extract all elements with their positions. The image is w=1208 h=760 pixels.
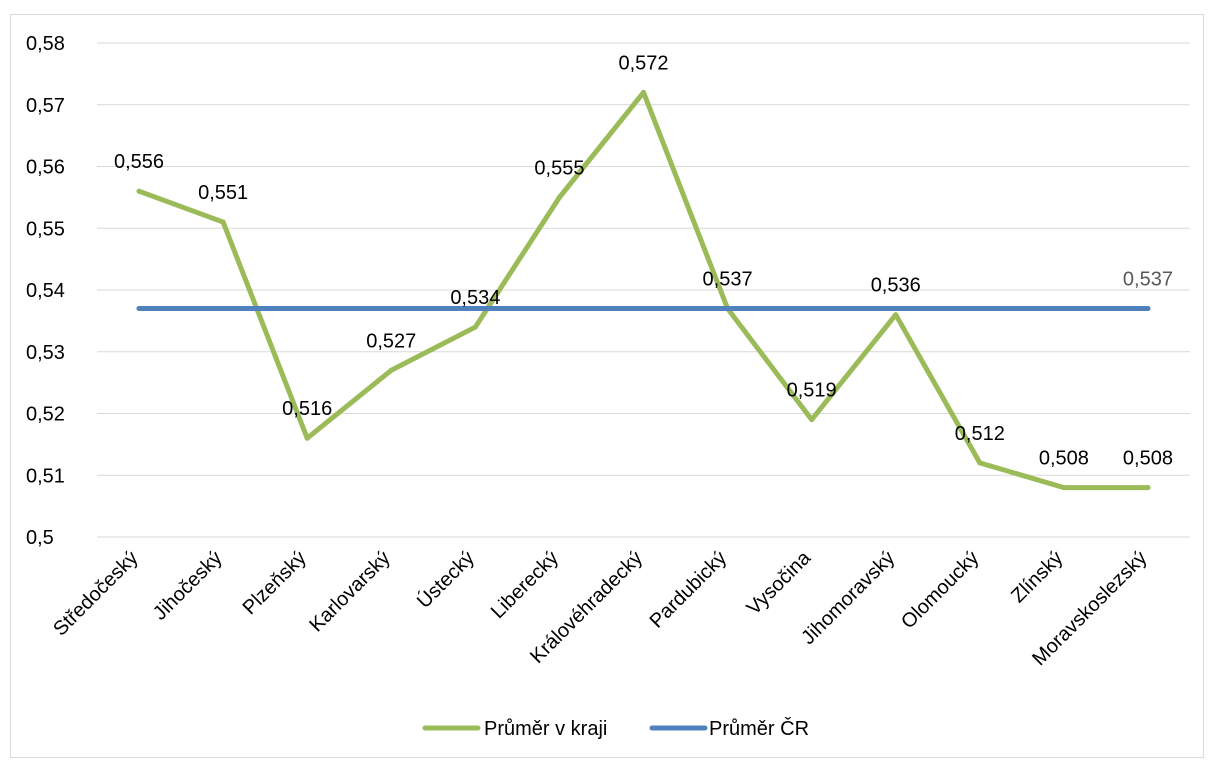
data-point (304, 435, 310, 441)
data-point (220, 306, 226, 312)
data-label: 0,537 (703, 269, 753, 291)
data-point (893, 312, 899, 318)
x-tick-label: Jihočeský (149, 547, 227, 625)
data-label: 0,508 (1123, 448, 1173, 470)
y-tick-label: 0,55 (26, 218, 65, 240)
x-tick-label: Vysočina (743, 546, 816, 619)
data-point (809, 306, 815, 312)
y-tick-label: 0,5 (26, 527, 54, 549)
data-label: 0,527 (366, 330, 416, 352)
data-label: 0,512 (955, 423, 1005, 445)
data-point (388, 367, 394, 373)
y-tick-label: 0,58 (26, 33, 65, 55)
y-tick-label: 0,53 (26, 342, 65, 364)
data-point (388, 306, 394, 312)
data-point (1145, 485, 1151, 491)
data-point (472, 324, 478, 330)
data-point (725, 306, 731, 312)
legend-item-prumer-cr: Průměr ČR (649, 717, 809, 740)
data-point (893, 306, 899, 312)
data-label-cr: 0,537 (1123, 269, 1173, 291)
data-point (556, 194, 562, 200)
data-point (809, 417, 815, 423)
x-tick-label: Liberecký (487, 547, 563, 623)
data-point (977, 460, 983, 466)
data-label: 0,551 (198, 182, 248, 204)
data-point (304, 306, 310, 312)
data-label: 0,519 (787, 380, 837, 402)
data-point (1061, 306, 1067, 312)
x-tick-label: Pardubický (646, 547, 732, 633)
x-tick-label: Středočeský (49, 547, 142, 640)
x-tick-label: Olomoucký (897, 547, 983, 633)
x-tick-label: Plzeňský (239, 547, 311, 619)
data-point (220, 219, 226, 225)
legend-label: Průměr v kraji (484, 718, 607, 740)
legend-label: Průměr ČR (709, 717, 809, 740)
data-label: 0,516 (282, 398, 332, 420)
data-label: 0,572 (618, 52, 668, 74)
data-point (136, 188, 142, 194)
x-tick-label: Karlovarský (305, 547, 394, 636)
data-label: 0,556 (114, 151, 164, 173)
data-point (977, 306, 983, 312)
data-point (556, 306, 562, 312)
data-label: 0,534 (450, 287, 500, 309)
y-tick-label: 0,56 (26, 157, 65, 179)
y-tick-label: 0,51 (26, 465, 65, 487)
data-label: 0,536 (871, 275, 921, 297)
data-label: 0,555 (534, 157, 584, 179)
data-point (1145, 306, 1151, 312)
x-tick-label: Zlínský (1007, 547, 1067, 607)
data-point (136, 306, 142, 312)
data-point (1061, 485, 1067, 491)
y-tick-label: 0,57 (26, 95, 65, 117)
y-tick-label: 0,54 (26, 280, 65, 302)
data-point (641, 306, 646, 312)
y-tick-label: 0,52 (26, 404, 65, 426)
x-tick-label: Ústecký (412, 546, 479, 613)
data-point (472, 306, 478, 312)
legend-item-prumer-v-kraji: Průměr v kraji (422, 718, 607, 740)
data-label: 0,508 (1039, 448, 1089, 470)
data-point (641, 89, 646, 95)
